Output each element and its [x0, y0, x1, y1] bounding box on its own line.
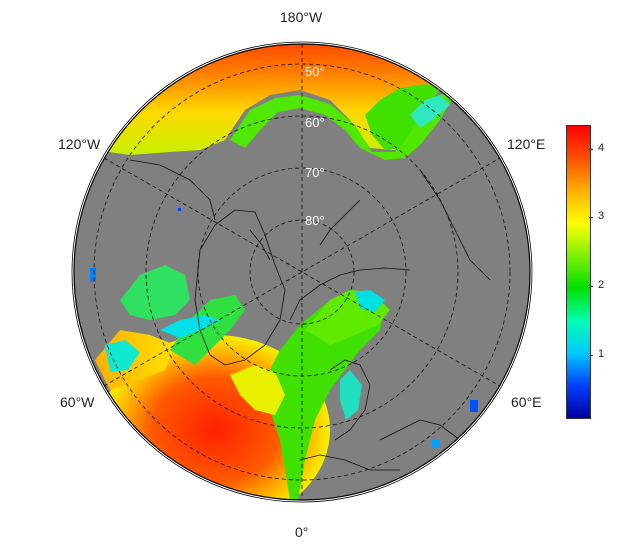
- map-frame: [73, 43, 531, 501]
- lat-label-80: 80°: [305, 213, 325, 228]
- lon-label-180w: 180°W: [280, 9, 323, 25]
- lat-label-70: 70°: [305, 165, 325, 180]
- hudson-bay: [120, 265, 190, 320]
- okhotsk-green: [365, 84, 440, 150]
- nordic-green: [260, 292, 385, 500]
- baffin-green: [170, 295, 245, 365]
- kara-cyan: [355, 290, 385, 312]
- bering-cyan: [410, 95, 450, 128]
- coastlines: [129, 159, 491, 471]
- blue-speck-3: [432, 440, 440, 448]
- map-frame-outer: [71, 41, 533, 503]
- map-disk: [74, 44, 530, 500]
- lat-label-50: 50°: [305, 64, 325, 79]
- colorbar-tickmark-3: [589, 217, 593, 218]
- lon-label-120e: 120°E: [507, 136, 546, 152]
- colorbar-tick-1: 1: [598, 348, 605, 360]
- colorbar-tick-3: 3: [598, 210, 605, 222]
- colorbar-tick-2: 2: [598, 279, 605, 291]
- bering-green: [230, 85, 460, 160]
- colorbar-tickmark-1: [589, 355, 593, 356]
- lon-label-60e: 60°E: [511, 394, 542, 410]
- blue-speck-2: [470, 400, 478, 412]
- colorbar-tickmark-4: [589, 149, 593, 150]
- baltic-cyan: [340, 370, 362, 420]
- colorbar-tick-4: 4: [598, 142, 605, 154]
- colorbar: [566, 125, 591, 419]
- graticule: [93, 44, 511, 500]
- cyan-coast-1: [160, 315, 220, 338]
- lat-label-60: 60°: [305, 115, 325, 130]
- lon-label-60w: 60°W: [60, 394, 95, 410]
- blue-speck-1: [90, 268, 96, 282]
- blue-speck-4: [178, 208, 181, 211]
- lon-label-120w: 120°W: [58, 136, 101, 152]
- colorbar-tickmark-2: [589, 286, 593, 287]
- lon-label-0: 0°: [295, 524, 309, 540]
- greenland-sea-yellow: [230, 365, 285, 415]
- cyan-coast-2: [105, 340, 140, 372]
